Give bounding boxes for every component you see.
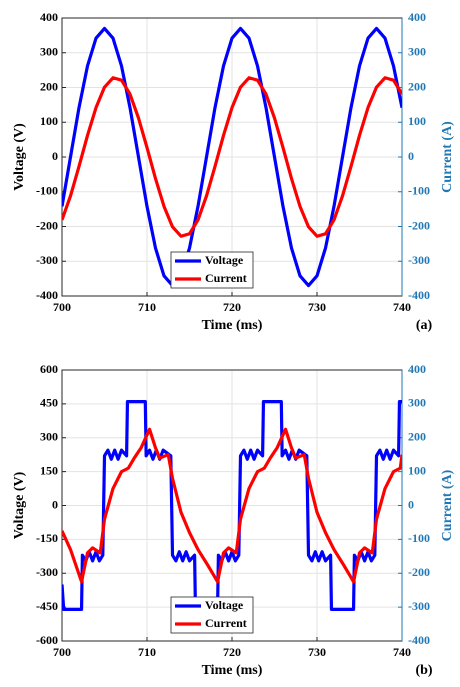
x-tick-label: 740: [393, 300, 411, 314]
y2-tick-label: 300: [408, 45, 426, 59]
y2-tick-label: -400: [408, 288, 430, 302]
series-line: [62, 76, 402, 238]
panel-label: (b): [415, 663, 432, 678]
y-tick-label: 100: [40, 114, 58, 128]
y-axis-label: Voltage (V): [12, 123, 27, 191]
y-axis-label: Voltage (V): [12, 471, 27, 539]
legend-box: [170, 596, 254, 634]
x-axis-label: Time (ms): [202, 318, 263, 333]
y2-tick-label: 300: [408, 396, 426, 410]
x-tick-label: 710: [138, 300, 156, 314]
panel-label: (a): [416, 318, 433, 333]
x-tick-label: 700: [53, 300, 71, 314]
y2-axis-label: Current (A): [440, 121, 455, 193]
y2-tick-label: 100: [408, 463, 426, 477]
x-axis-label: Time (ms): [202, 663, 263, 678]
y2-tick-label: 0: [408, 149, 414, 163]
x-tick-label: 720: [223, 300, 241, 314]
x-tick-label: 720: [223, 645, 241, 659]
y-tick-label: 300: [40, 430, 58, 444]
y-tick-label: 600: [40, 362, 58, 376]
y-tick-label: 450: [40, 396, 58, 410]
x-tick-label: 730: [308, 645, 326, 659]
y-tick-label: 200: [40, 79, 58, 93]
legend-label: Voltage: [205, 598, 244, 612]
y2-tick-label: 0: [408, 497, 414, 511]
y2-tick-label: -200: [408, 565, 430, 579]
legend-box: [170, 251, 254, 289]
y-tick-label: -100: [36, 184, 58, 198]
y-tick-label: -300: [36, 565, 58, 579]
y-tick-label: -150: [36, 531, 58, 545]
y2-tick-label: -300: [408, 599, 430, 613]
x-tick-label: 740: [393, 645, 411, 659]
y-tick-label: 150: [40, 463, 58, 477]
series-line: [62, 26, 402, 288]
legend-label: Current: [205, 616, 247, 630]
y2-tick-label: -400: [408, 633, 430, 647]
legend-label: Current: [205, 271, 247, 285]
y-tick-label: -600: [36, 633, 58, 647]
series-line: [62, 427, 402, 584]
y-tick-label: 400: [40, 10, 58, 24]
y2-tick-label: -100: [408, 184, 430, 198]
y2-tick-label: -300: [408, 253, 430, 267]
y-tick-label: 300: [40, 45, 58, 59]
x-tick-label: 710: [138, 645, 156, 659]
y2-tick-label: 400: [408, 362, 426, 376]
y-tick-label: 0: [52, 497, 58, 511]
y-tick-label: -450: [36, 599, 58, 613]
y2-tick-label: 200: [408, 79, 426, 93]
legend-label: Voltage: [205, 253, 244, 267]
y2-tick-label: -100: [408, 531, 430, 545]
y-tick-label: -200: [36, 218, 58, 232]
y2-tick-label: 100: [408, 114, 426, 128]
y2-tick-label: -200: [408, 218, 430, 232]
y-tick-label: 0: [52, 149, 58, 163]
y2-axis-label: Current (A): [440, 469, 455, 541]
y-tick-label: -400: [36, 288, 58, 302]
y2-tick-label: 200: [408, 430, 426, 444]
y2-tick-label: 400: [408, 10, 426, 24]
y-tick-label: -300: [36, 253, 58, 267]
x-tick-label: 700: [53, 645, 71, 659]
x-tick-label: 730: [308, 300, 326, 314]
